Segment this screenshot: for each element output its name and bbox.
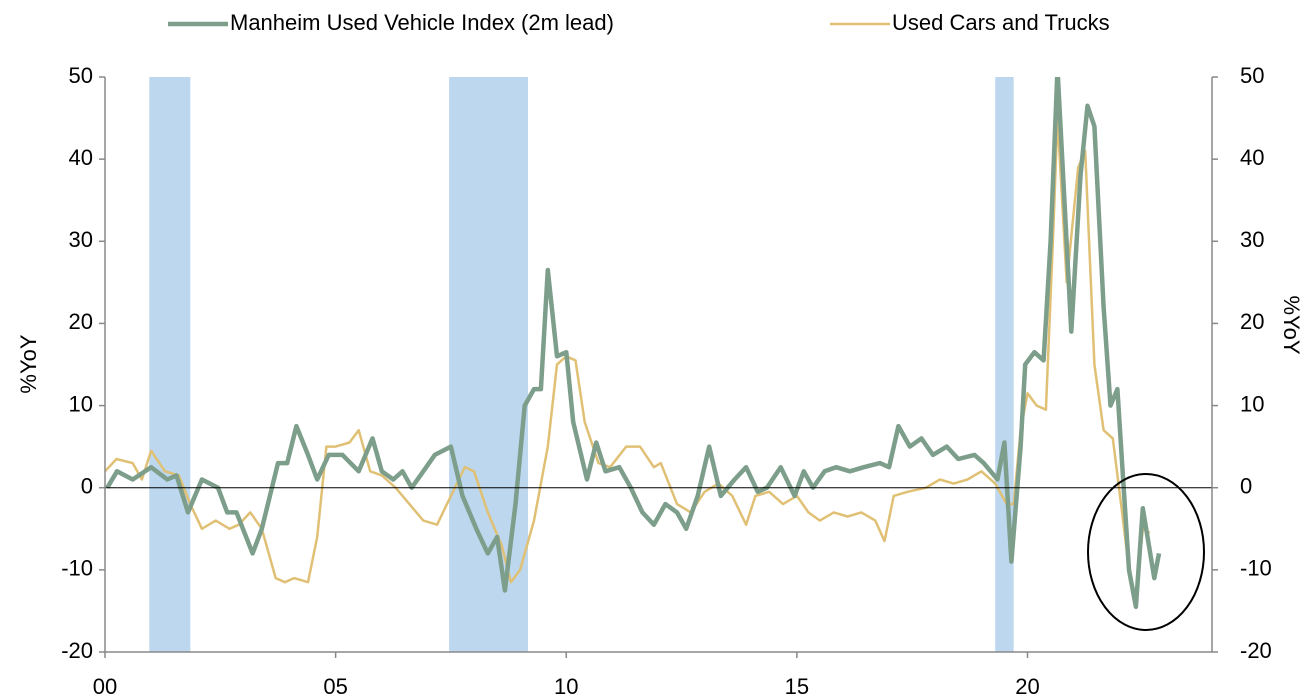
y2-tick-label: 50 (1240, 63, 1264, 88)
y2-tick-label: 0 (1240, 474, 1252, 499)
y-tick-label: 40 (69, 145, 93, 170)
series-line (105, 116, 1151, 600)
y-tick-label: -10 (61, 556, 93, 581)
y-tick-label: 20 (69, 309, 93, 334)
legend-label: Manheim Used Vehicle Index (2m lead) (230, 10, 614, 35)
y2-tick-label: 40 (1240, 145, 1264, 170)
y-axis-label: %YoY (16, 334, 41, 393)
y-tick-label: 50 (69, 63, 93, 88)
y2-axis-label: %YoY (1279, 295, 1304, 354)
legend-label: Used Cars and Trucks (892, 10, 1110, 35)
x-tick-label: 00 (93, 674, 117, 699)
y-tick-label: 0 (81, 474, 93, 499)
y2-tick-label: 10 (1240, 391, 1264, 416)
recession-shade (449, 77, 528, 652)
recession-shade (149, 77, 191, 652)
y2-tick-label: 20 (1240, 309, 1264, 334)
highlight-circle (1087, 473, 1205, 631)
y2-tick-label: -20 (1240, 638, 1272, 663)
x-tick-label: 15 (785, 674, 809, 699)
x-tick-label: 10 (554, 674, 578, 699)
series-line (105, 77, 1162, 610)
x-tick-label: 05 (323, 674, 347, 699)
x-tick-label: 20 (1015, 674, 1039, 699)
recession-shade (995, 77, 1014, 652)
y-tick-label: -20 (61, 638, 93, 663)
y-tick-label: 30 (69, 227, 93, 252)
y-tick-label: 10 (69, 391, 93, 416)
y2-tick-label: -10 (1240, 556, 1272, 581)
y2-tick-label: 30 (1240, 227, 1264, 252)
